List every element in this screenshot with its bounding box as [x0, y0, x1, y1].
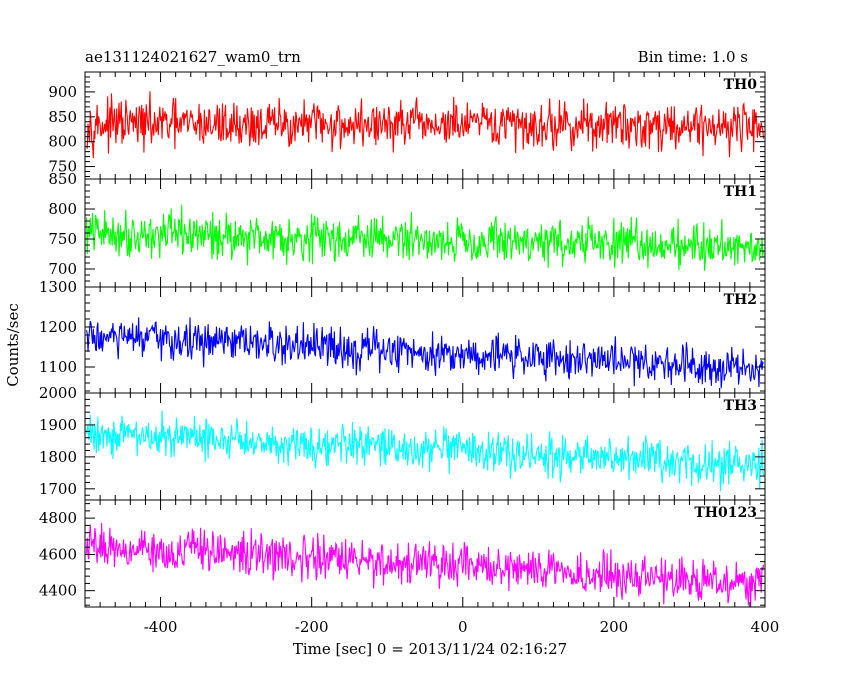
y-tick-label: 1800: [39, 448, 77, 466]
y-axis-label: Counts/sec: [4, 303, 22, 387]
x-tick-label: -400: [144, 618, 178, 636]
y-tick-label: 800: [48, 133, 77, 151]
x-tick-label: 200: [600, 618, 629, 636]
y-tick-label: 800: [48, 200, 77, 218]
observation-id-title: ae131124021627_wam0_trn: [85, 48, 301, 66]
series-line-th0: [85, 91, 765, 159]
panel-label-th0: TH0: [724, 77, 758, 93]
light-curve-panels: 750 800 850 900 TH0 700 750 800 850 TH1 1100 1200 13…: [39, 71, 780, 636]
panel-label-th1: TH1: [724, 184, 757, 200]
y-tick-label: 4400: [39, 582, 77, 600]
y-tick-label: 850: [48, 170, 77, 188]
series-line-th0123: [85, 523, 765, 607]
y-tick-label: 1300: [39, 278, 77, 296]
y-tick-label: 4600: [39, 545, 77, 563]
y-tick-label: 850: [48, 108, 77, 126]
y-tick-label: 700: [48, 260, 77, 278]
panel-label-th3: TH3: [724, 398, 757, 414]
series-line-th1: [85, 204, 765, 271]
y-tick-label: 750: [48, 158, 77, 176]
y-tick-label: 1100: [39, 358, 77, 376]
x-tick-label: 0: [458, 618, 468, 636]
y-tick-label: 1900: [39, 416, 77, 434]
x-tick-label: 400: [751, 618, 780, 636]
y-tick-label: 2000: [39, 384, 77, 402]
y-tick-label: 750: [48, 230, 77, 248]
y-tick-label: 4800: [39, 509, 77, 527]
y-tick-label: 1200: [39, 318, 77, 336]
panel-label-th2: TH2: [724, 292, 757, 308]
series-line-th2: [85, 317, 764, 389]
panel-frame-th0123: [84, 499, 766, 608]
x-tick-label: -200: [295, 618, 329, 636]
panel-label-th0123: TH0123: [694, 505, 757, 521]
series-line-th3: [85, 410, 765, 492]
y-tick-label: 900: [48, 83, 77, 101]
x-axis-label: Time [sec] 0 = 2013/11/24 02:16:27: [293, 640, 567, 658]
y-tick-label: 1700: [39, 480, 77, 498]
bin-time-label: Bin time: 1.0 s: [638, 48, 748, 66]
